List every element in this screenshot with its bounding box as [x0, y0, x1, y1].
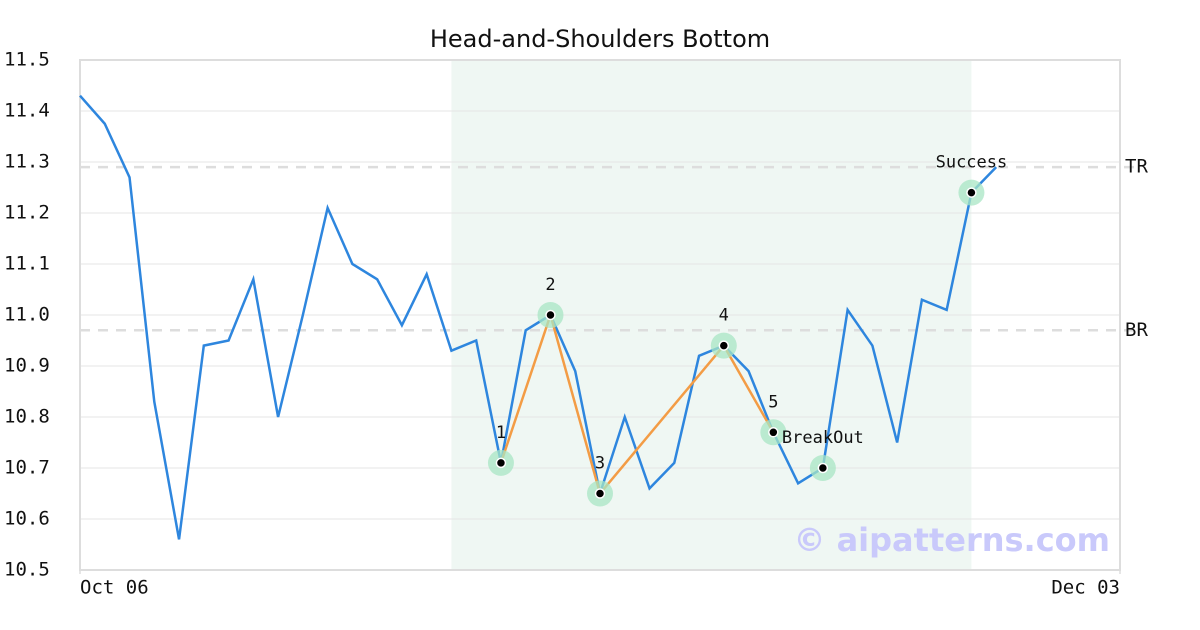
event-point-label: Success — [936, 153, 1008, 173]
y-tick-label: 11.5 — [4, 49, 50, 71]
pattern-point-label: 1 — [496, 423, 506, 443]
event-point-dot — [817, 462, 829, 474]
chart-title: Head-and-Shoulders Bottom — [430, 25, 770, 53]
watermark: © aipatterns.com — [793, 521, 1110, 559]
x-tick-label: Oct 06 — [80, 577, 149, 599]
x-tick-label: Dec 03 — [1051, 577, 1120, 599]
event-point-label: BreakOut — [782, 428, 864, 448]
y-tick-label: 11.4 — [4, 100, 50, 122]
y-tick-label: 10.9 — [4, 355, 50, 377]
event-point-dot — [966, 187, 977, 198]
y-tick-label: 10.5 — [4, 559, 50, 581]
y-tick-label: 11.2 — [4, 202, 50, 224]
y-tick-label: 10.6 — [4, 508, 50, 530]
level-label: BR — [1125, 319, 1148, 341]
pattern-point-dot — [594, 488, 606, 499]
pattern-point-label: 2 — [545, 275, 555, 295]
plot-frame — [79, 59, 1121, 571]
pattern-point-dot — [495, 457, 507, 469]
pattern-point-label: 3 — [595, 454, 605, 474]
pattern-point-label: 4 — [719, 306, 729, 326]
pattern-point-dot — [768, 427, 779, 438]
y-tick-label: 11.3 — [4, 151, 50, 173]
pattern-point-dot — [545, 309, 556, 321]
level-label: TR — [1125, 156, 1148, 178]
y-tick-label: 10.7 — [4, 457, 50, 479]
y-tick-label: 11.1 — [4, 253, 50, 275]
y-tick-label: 11.0 — [4, 304, 50, 326]
pattern-point-label: 5 — [768, 392, 778, 412]
y-tick-label: 10.8 — [4, 406, 50, 428]
price-line — [79, 94, 998, 540]
pattern-point-dot — [718, 340, 730, 351]
